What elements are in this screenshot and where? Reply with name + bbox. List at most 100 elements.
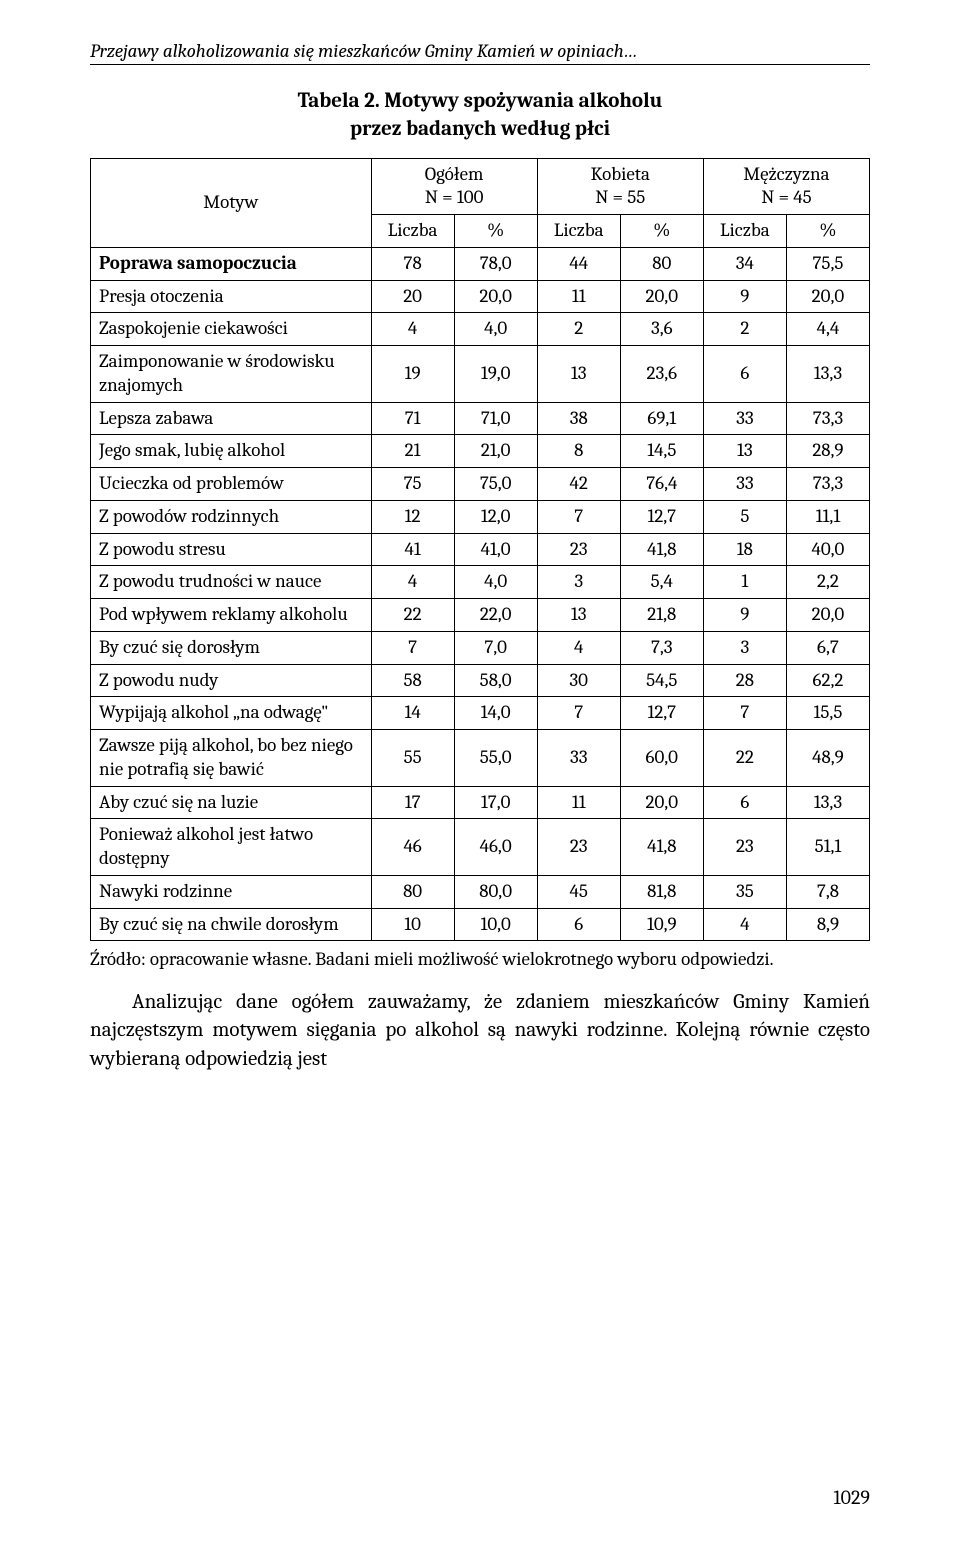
row-label: Aby czuć się na luzie [91, 786, 372, 819]
group-n-1: N = 55 [595, 186, 645, 208]
group-title-1: Kobieta [591, 163, 650, 185]
row-value: 12 [371, 500, 454, 533]
row-value: 1 [703, 566, 786, 599]
table-row: By czuć się dorosłym77,047,336,7 [91, 631, 870, 664]
row-value: 13 [703, 435, 786, 468]
row-value: 13,3 [786, 346, 869, 403]
row-value: 44 [537, 247, 620, 280]
row-value: 12,0 [454, 500, 537, 533]
row-value: 28,9 [786, 435, 869, 468]
row-value: 45 [537, 875, 620, 908]
row-value: 62,2 [786, 664, 869, 697]
row-value: 55 [371, 730, 454, 787]
row-value: 3 [537, 566, 620, 599]
row-label: Jego smak, lubię alkohol [91, 435, 372, 468]
row-value: 2,2 [786, 566, 869, 599]
row-label: Pod wpływem reklamy alkoholu [91, 599, 372, 632]
row-value: 48,9 [786, 730, 869, 787]
table-head: Motyw Ogółem N = 100 Kobieta N = 55 Mężc… [91, 158, 870, 247]
row-value: 33 [703, 402, 786, 435]
row-value: 3,6 [620, 313, 703, 346]
row-value: 78,0 [454, 247, 537, 280]
running-head: Przejawy alkoholizowania się mieszkańców… [90, 40, 870, 62]
row-value: 4,4 [786, 313, 869, 346]
row-value: 17 [371, 786, 454, 819]
table-row: Zaimponowanie w środowisku znajomych1919… [91, 346, 870, 403]
row-value: 20,0 [786, 280, 869, 313]
row-label: Zaimponowanie w środowisku znajomych [91, 346, 372, 403]
row-value: 4 [371, 313, 454, 346]
row-value: 17,0 [454, 786, 537, 819]
col-header-group-0: Ogółem N = 100 [371, 158, 537, 215]
table-row: Z powodu stresu4141,02341,81840,0 [91, 533, 870, 566]
row-value: 22 [703, 730, 786, 787]
row-value: 33 [537, 730, 620, 787]
row-value: 6 [537, 908, 620, 941]
row-value: 12,7 [620, 697, 703, 730]
caption-line-2: przez badanych według płci [350, 117, 610, 141]
row-value: 23 [537, 533, 620, 566]
table-row: Zawsze piją alkohol, bo bez niego nie po… [91, 730, 870, 787]
row-value: 23,6 [620, 346, 703, 403]
row-value: 23 [537, 819, 620, 876]
row-value: 21,0 [454, 435, 537, 468]
group-title-0: Ogółem [425, 163, 484, 185]
sub-liczba-1: Liczba [537, 215, 620, 248]
table-row: Presja otoczenia2020,01120,0920,0 [91, 280, 870, 313]
row-value: 14,5 [620, 435, 703, 468]
row-value: 41 [371, 533, 454, 566]
row-value: 11,1 [786, 500, 869, 533]
row-value: 78 [371, 247, 454, 280]
row-value: 6 [703, 786, 786, 819]
row-value: 7 [371, 631, 454, 664]
sub-liczba-2: Liczba [703, 215, 786, 248]
row-value: 40,0 [786, 533, 869, 566]
sub-pct-2: % [786, 215, 869, 248]
row-value: 5 [703, 500, 786, 533]
row-value: 41,8 [620, 819, 703, 876]
row-value: 10,9 [620, 908, 703, 941]
row-value: 33 [703, 468, 786, 501]
row-value: 15,5 [786, 697, 869, 730]
row-value: 46 [371, 819, 454, 876]
row-value: 71 [371, 402, 454, 435]
row-value: 20,0 [620, 786, 703, 819]
row-value: 7 [537, 697, 620, 730]
row-label: By czuć się dorosłym [91, 631, 372, 664]
row-value: 7,3 [620, 631, 703, 664]
row-value: 4,0 [454, 313, 537, 346]
row-value: 2 [537, 313, 620, 346]
row-value: 14,0 [454, 697, 537, 730]
row-value: 58 [371, 664, 454, 697]
row-value: 9 [703, 599, 786, 632]
page-number: 1029 [833, 1486, 870, 1509]
row-value: 51,1 [786, 819, 869, 876]
col-header-motyw: Motyw [91, 158, 372, 247]
row-value: 76,4 [620, 468, 703, 501]
row-value: 14 [371, 697, 454, 730]
row-value: 7 [703, 697, 786, 730]
row-value: 23 [703, 819, 786, 876]
caption-line-1: Tabela 2. Motywy spożywania alkoholu [298, 89, 663, 113]
table-caption: Tabela 2. Motywy spożywania alkoholu prz… [90, 87, 870, 144]
row-label: Lepsza zabawa [91, 402, 372, 435]
row-value: 6,7 [786, 631, 869, 664]
table-row: Aby czuć się na luzie1717,01120,0613,3 [91, 786, 870, 819]
row-value: 46,0 [454, 819, 537, 876]
row-value: 13 [537, 599, 620, 632]
running-head-rule [90, 64, 870, 65]
table-body: Poprawa samopoczucia7878,044803475,5Pres… [91, 247, 870, 941]
row-label: Presja otoczenia [91, 280, 372, 313]
row-value: 13,3 [786, 786, 869, 819]
row-label: Zawsze piją alkohol, bo bez niego nie po… [91, 730, 372, 787]
col-header-group-1: Kobieta N = 55 [537, 158, 703, 215]
row-value: 41,8 [620, 533, 703, 566]
row-value: 8,9 [786, 908, 869, 941]
row-value: 38 [537, 402, 620, 435]
row-value: 4 [371, 566, 454, 599]
row-value: 6 [703, 346, 786, 403]
table-row: Jego smak, lubię alkohol2121,0814,51328,… [91, 435, 870, 468]
row-value: 28 [703, 664, 786, 697]
row-value: 11 [537, 786, 620, 819]
row-value: 75 [371, 468, 454, 501]
